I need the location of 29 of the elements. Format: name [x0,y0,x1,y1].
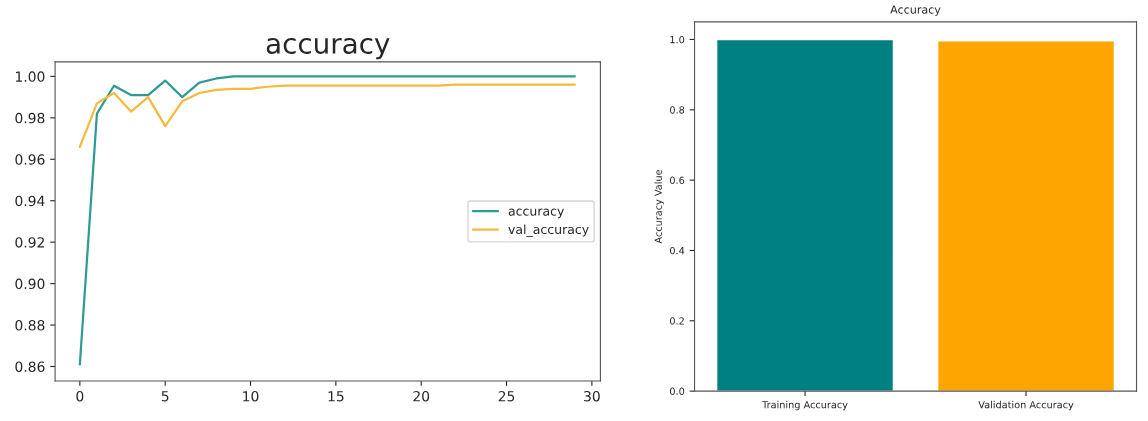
y-tick-label: 0.90 [15,278,45,290]
x-tick-label: 10 [243,390,259,402]
legend-label: val_accuracy [508,224,589,237]
y-tick-label: 0.96 [15,154,45,165]
y-tick-label: 1.00 [15,71,45,82]
y-tick-label: 0.4 [670,246,685,255]
x-tick-label: 0 [76,390,84,402]
y-tick-label: 0.94 [15,195,45,207]
x-tick-label: 5 [161,391,169,402]
y-tick-label: 0.2 [670,317,684,325]
y-tick-label: 0.8 [670,106,685,114]
x-tick-label: 30 [584,390,600,402]
y-tick-label: 0.88 [15,320,45,331]
x-tick-label: 25 [498,390,515,402]
chart-title: Accuracy [890,5,941,16]
y-tick-label: 0.92 [15,237,44,248]
chart-title: accuracy [266,38,390,60]
y-tick-label: 0.86 [15,361,45,372]
x-tick-label: 20 [413,390,430,402]
y-tick-label: 1.0 [670,35,685,44]
y-tick-label: 0.98 [15,112,45,124]
x-tick-label: Validation Accuracy [978,400,1074,411]
x-tick-label: 15 [328,391,344,402]
y-axis-title: Accuracy Value [654,169,664,244]
y-tick-label: 0.6 [670,176,685,184]
legend-label: accuracy [508,208,564,219]
line-series [78,83,576,148]
x-tick-label: Training Accuracy [762,400,848,411]
y-tick-label: 0.0 [670,387,685,395]
